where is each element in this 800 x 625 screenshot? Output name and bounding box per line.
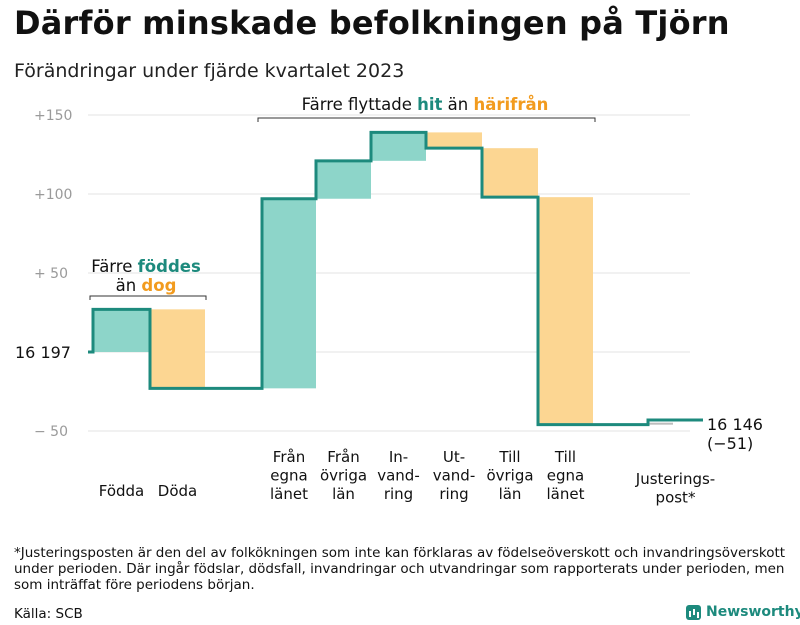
bar-döda — [150, 309, 205, 389]
category-label: övriga — [486, 467, 533, 485]
category-label: ring — [439, 485, 468, 503]
end-change-label: (−51) — [707, 434, 753, 453]
category-label: Ut- — [443, 448, 465, 466]
waterfall-chart: +150+100+ 50− 50 Födda DödaFrånegnalänetF… — [15, 95, 763, 507]
source-label: Källa: SCB — [14, 606, 83, 622]
bar-invandring — [371, 132, 426, 161]
category-label: Från — [273, 448, 305, 466]
cumulative-step-line — [88, 130, 703, 427]
category-label: Födda — [99, 482, 145, 500]
category-label: Till — [498, 448, 520, 466]
end-value-label: 16 146 — [707, 415, 763, 434]
bar-till-övriga-län — [482, 148, 538, 198]
category-label: egna — [270, 467, 307, 485]
annotation-migration-bracket — [257, 117, 596, 122]
brand-logo: Newsworthy — [686, 604, 800, 620]
bar-från-övriga-län — [316, 160, 371, 199]
bar-justeringspost — [648, 422, 673, 425]
annotation-birth-death-line1: Färre föddes — [91, 257, 201, 276]
start-value-label: 16 197 — [15, 343, 71, 362]
bar-födda — [93, 309, 150, 352]
chart-subtitle: Förändringar under fjärde kvartalet 2023 — [14, 60, 405, 82]
annotation-birth-death-bracket — [89, 295, 207, 300]
bar-från-egna-länet — [262, 198, 316, 389]
category-label: länet — [270, 485, 308, 503]
category-label: post* — [656, 489, 696, 507]
category-label: län — [499, 485, 522, 503]
category-label: länet — [547, 485, 585, 503]
y-tick-label: +100 — [34, 187, 72, 203]
category-label: län — [332, 485, 355, 503]
annotation-birth-death-line2: än dog — [116, 276, 177, 295]
bar-chart-icon — [686, 604, 701, 620]
chart-title: Därför minskade befolkningen på Tjörn — [14, 4, 730, 42]
annotation-migration: Färre flyttade hit än härifrån — [302, 95, 549, 114]
footnote: *Justeringsposten är den del av folkökni… — [14, 545, 786, 593]
category-label: egna — [547, 467, 584, 485]
y-tick-label: + 50 — [34, 266, 68, 282]
category-label: Till — [554, 448, 576, 466]
category-label: Justerings- — [635, 470, 715, 488]
category-label: vand- — [433, 467, 476, 485]
category-label: ring — [384, 485, 413, 503]
category-label: Döda — [158, 482, 197, 500]
category-label: vand- — [377, 467, 420, 485]
y-tick-label: − 50 — [34, 424, 68, 440]
brand-name: Newsworthy — [706, 604, 800, 620]
bar-till-egna-länet — [538, 197, 593, 425]
bar-utvandring — [426, 132, 482, 149]
category-label: In- — [389, 448, 408, 466]
y-tick-label: +150 — [34, 108, 72, 124]
category-label: Från — [327, 448, 359, 466]
category-label: övriga — [320, 467, 367, 485]
